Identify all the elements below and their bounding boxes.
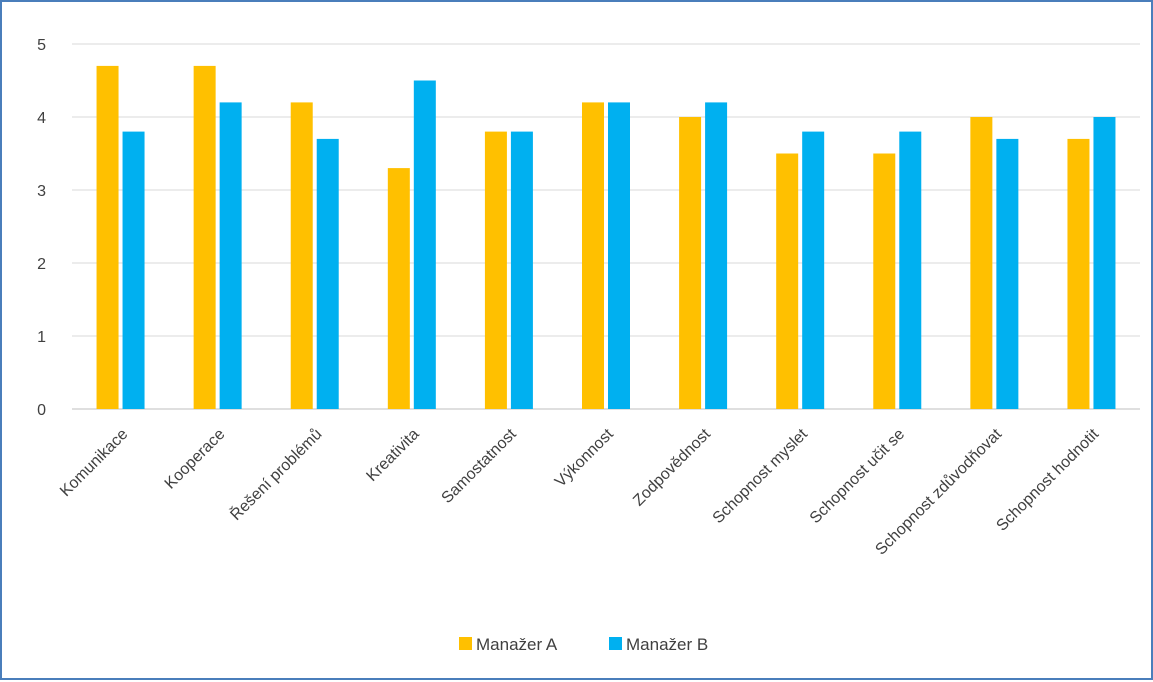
y-tick-label: 4 bbox=[37, 110, 46, 127]
x-category-label: Schopnost učit se bbox=[807, 426, 908, 527]
bar-manazer-b bbox=[510, 131, 533, 409]
bar-manazer-a bbox=[1067, 138, 1090, 409]
bars bbox=[96, 65, 1116, 410]
legend-swatch bbox=[609, 637, 622, 650]
legend-label: Manažer A bbox=[476, 635, 558, 654]
gridlines bbox=[72, 43, 1140, 410]
bar-manazer-a bbox=[290, 102, 313, 410]
y-tick-label: 1 bbox=[37, 329, 46, 346]
bar-manazer-b bbox=[316, 138, 339, 409]
bar-manazer-b bbox=[608, 102, 630, 410]
bar-manazer-b bbox=[996, 138, 1019, 409]
y-axis-ticks: 0 1 2 3 4 5 bbox=[37, 37, 46, 419]
bar-manazer-b bbox=[219, 102, 242, 410]
legend-label: Manažer B bbox=[626, 635, 708, 654]
bar-manazer-a bbox=[776, 153, 799, 409]
bar-manazer-b bbox=[802, 131, 825, 409]
bar-manazer-b bbox=[899, 131, 922, 409]
y-tick-label: 3 bbox=[37, 183, 46, 200]
bar-manazer-a bbox=[873, 153, 896, 409]
bar-manazer-a bbox=[970, 117, 993, 409]
bar-manazer-a bbox=[193, 65, 216, 410]
bar-manazer-a bbox=[582, 102, 604, 410]
x-category-label: Výkonnost bbox=[552, 425, 617, 490]
bar-manazer-a bbox=[679, 117, 702, 409]
legend-swatch bbox=[459, 637, 472, 650]
legend: Manažer A Manažer B bbox=[459, 635, 708, 654]
x-category-label: Kreativita bbox=[363, 426, 422, 485]
bar-manazer-b bbox=[122, 131, 145, 409]
bar-manazer-a bbox=[484, 131, 507, 409]
y-tick-label: 0 bbox=[37, 402, 46, 419]
bar-manazer-a bbox=[387, 168, 410, 409]
x-category-label: Řešení problémů bbox=[226, 424, 326, 524]
x-category-label: Schopnost hodnotit bbox=[993, 425, 1102, 534]
bar-manazer-b bbox=[413, 80, 436, 409]
y-tick-label: 2 bbox=[37, 256, 46, 273]
bar-manazer-b bbox=[705, 102, 728, 410]
x-category-label: Kooperace bbox=[162, 426, 229, 493]
y-tick-label: 5 bbox=[37, 37, 46, 54]
x-category-label: Samostatnost bbox=[439, 425, 521, 507]
bar-manazer-a bbox=[96, 65, 119, 410]
x-category-label: Komunikace bbox=[57, 426, 131, 500]
x-category-label: Zodpovědnost bbox=[630, 425, 714, 509]
bar-manazer-b bbox=[1093, 117, 1116, 409]
x-category-label: Schopnost myslet bbox=[710, 425, 812, 527]
